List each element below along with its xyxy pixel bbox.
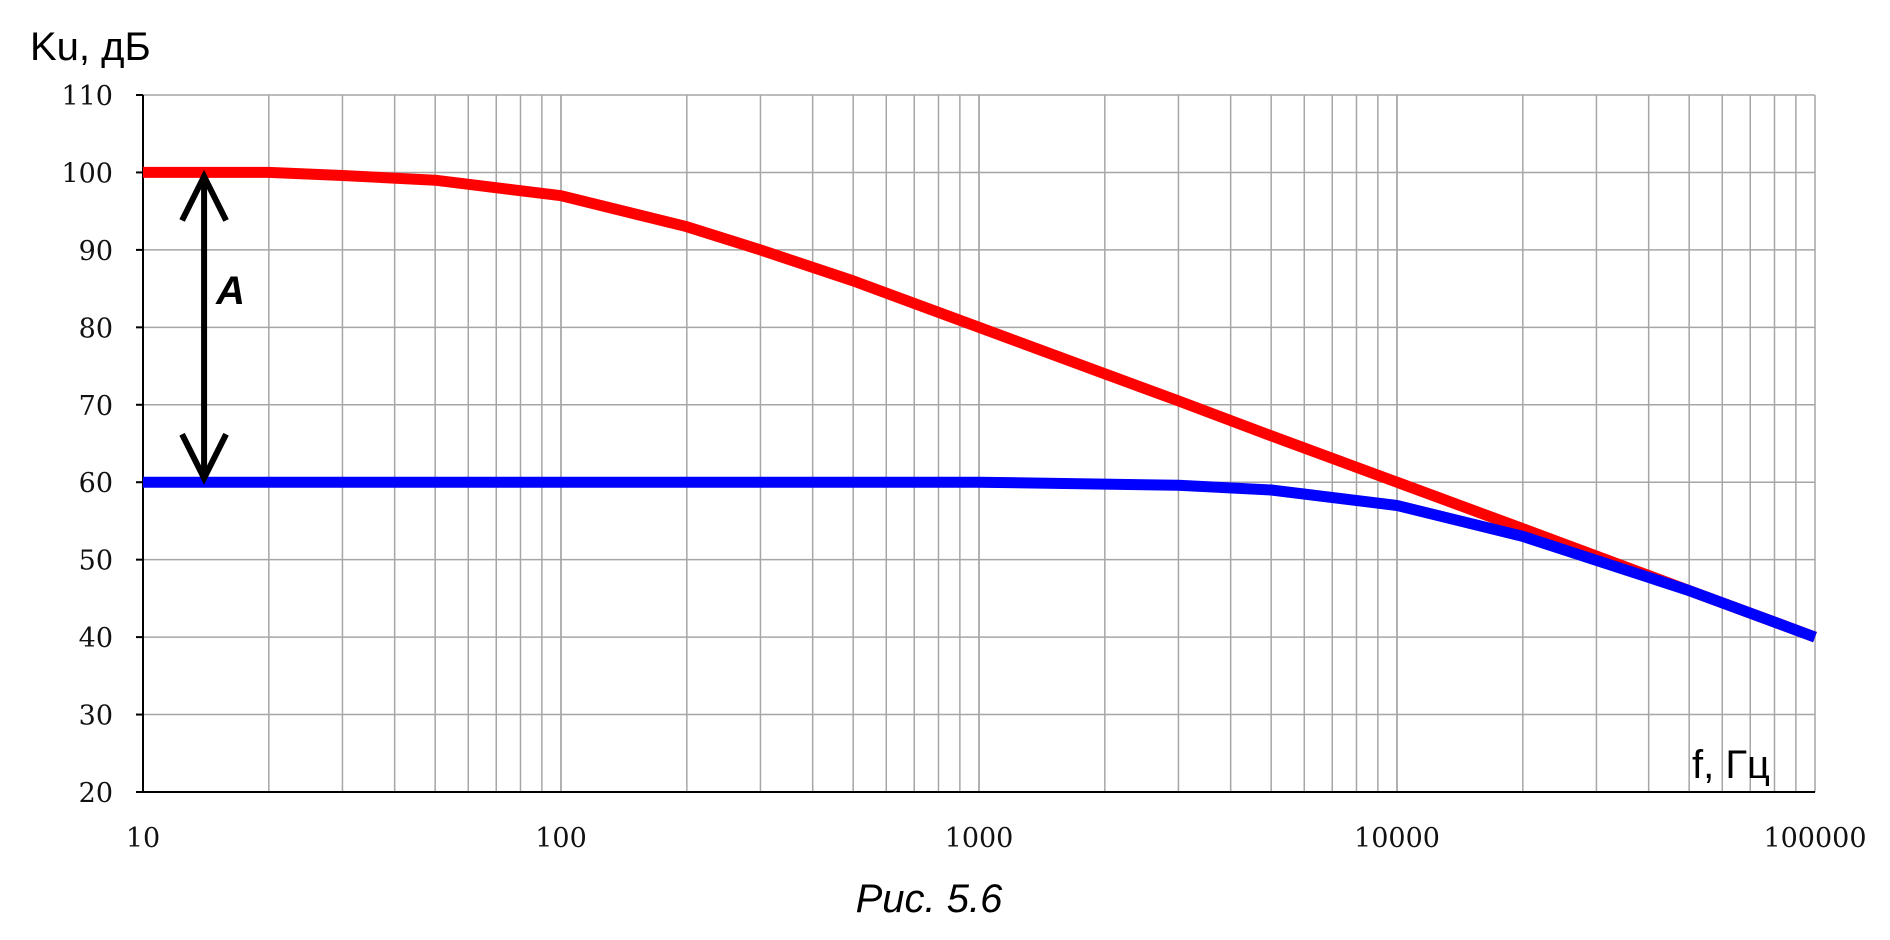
series-line-1 bbox=[143, 166, 1817, 643]
series-line-2 bbox=[143, 476, 1817, 643]
annotation-label: A bbox=[215, 269, 245, 313]
x-tick-label: 1000 bbox=[945, 823, 1014, 854]
grid bbox=[142, 94, 1816, 793]
annotation-arrow-head-down bbox=[179, 432, 229, 485]
y-tick-label: 80 bbox=[79, 313, 113, 344]
y-axis-title: Ku, дБ bbox=[30, 25, 151, 69]
y-tick-label: 70 bbox=[79, 391, 113, 422]
axes bbox=[136, 94, 1815, 793]
y-tick-label: 110 bbox=[61, 81, 113, 112]
annotation-arrow-head-up bbox=[179, 169, 229, 222]
x-axis-title: f, Гц bbox=[1692, 743, 1770, 787]
x-tick-label: 100 bbox=[535, 823, 587, 854]
series-lines bbox=[143, 166, 1817, 643]
x-tick-labels: 10 100 1000 10000 100000 bbox=[126, 823, 1867, 854]
annotation-arrow: A bbox=[179, 169, 245, 485]
y-tick-label: 20 bbox=[79, 778, 113, 809]
y-tick-label: 100 bbox=[61, 158, 113, 189]
x-tick-label: 100000 bbox=[1763, 823, 1866, 854]
y-tick-label: 50 bbox=[79, 546, 113, 577]
y-tick-labels: 20 30 40 50 60 70 80 90 100 110 bbox=[61, 81, 113, 809]
figure-caption: Рис. 5.6 bbox=[856, 877, 1004, 921]
x-tick-label: 10 bbox=[126, 823, 160, 854]
x-tick-label: 10000 bbox=[1354, 823, 1440, 854]
y-tick-label: 90 bbox=[79, 236, 113, 267]
y-tick-label: 30 bbox=[79, 701, 113, 732]
y-tick-label: 60 bbox=[79, 468, 113, 499]
y-tick-label: 40 bbox=[79, 623, 113, 654]
